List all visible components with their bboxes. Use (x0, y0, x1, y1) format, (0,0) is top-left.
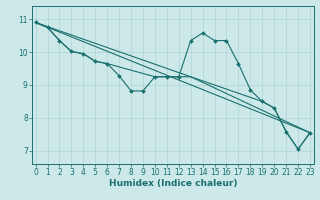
X-axis label: Humidex (Indice chaleur): Humidex (Indice chaleur) (108, 179, 237, 188)
